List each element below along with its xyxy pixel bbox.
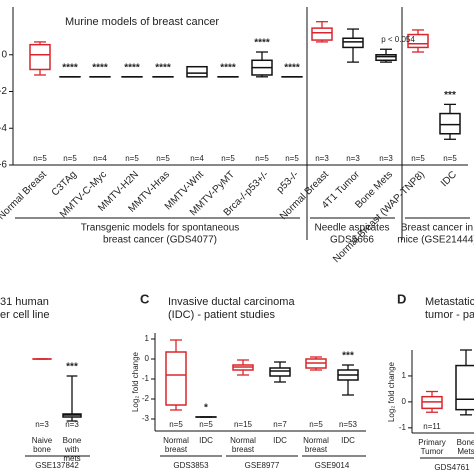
- x-tick-label: Bone with mets: [63, 436, 82, 463]
- x-tick-label: IDC: [199, 436, 213, 445]
- n-label: n=5: [125, 154, 139, 163]
- n-label: n=5: [199, 420, 213, 429]
- box: [165, 351, 187, 406]
- x-tick-label: Normal breast: [163, 436, 189, 454]
- n-label: n=5: [221, 154, 235, 163]
- group-label: Needle aspirates: [314, 223, 389, 234]
- y-tick-label: 0: [145, 354, 150, 363]
- chart-title: Murine models of breast cancer: [65, 16, 219, 28]
- group-label: GSE9014: [315, 461, 350, 470]
- y-tick-label: -6: [0, 160, 7, 171]
- x-tick-label: Normal breast: [303, 436, 329, 454]
- chart-title: 31 human: [0, 296, 49, 308]
- significance: ****: [155, 62, 171, 73]
- n-label: n=7: [273, 420, 287, 429]
- y-tick-label: -4: [0, 123, 7, 134]
- group-label: GSE137842: [35, 461, 79, 470]
- n-label: n=15: [234, 420, 253, 429]
- y-tick-label: 0: [402, 397, 407, 406]
- box: [375, 54, 397, 62]
- y-axis-label: Log₂ fold change: [387, 361, 396, 422]
- significance: ****: [124, 62, 140, 73]
- chart-title: Invasive ductal carcinoma: [168, 296, 295, 308]
- n-label: n=11: [423, 422, 441, 431]
- y-tick-label: -1: [142, 374, 150, 383]
- y-tick-label: -1: [399, 423, 407, 432]
- y-tick-label: 1: [145, 334, 150, 343]
- group-label: breast cancer (GDS4077): [103, 235, 217, 246]
- chart-title: er cell line: [0, 309, 50, 321]
- y-tick-label: 0: [1, 49, 7, 60]
- n-label: n=3: [65, 420, 79, 429]
- n-label: n=5: [63, 154, 77, 163]
- significance: ****: [254, 38, 270, 49]
- x-tick-label: Primary Tumor: [418, 438, 446, 456]
- n-label: n=5: [156, 154, 170, 163]
- box: [342, 37, 364, 49]
- chart-title: tumor - patient: [425, 309, 474, 321]
- significance: ***: [444, 90, 456, 101]
- box: [29, 43, 51, 71]
- n-label: n=5: [411, 154, 425, 163]
- panel-letter: D: [397, 291, 406, 306]
- x-tick-label: p53-/-: [275, 169, 301, 195]
- n-label: n=3: [346, 154, 360, 163]
- box: [311, 27, 333, 41]
- y-tick-label: -3: [142, 414, 150, 423]
- significance: ****: [284, 62, 300, 73]
- group-label: mice (GSE21444): [397, 235, 474, 246]
- group-label: GSE8977: [245, 461, 280, 470]
- n-label: n=5: [285, 154, 299, 163]
- n-label: n=5: [169, 420, 183, 429]
- x-tick-label: Bone Mets: [457, 438, 474, 456]
- n-label: n=5: [309, 420, 323, 429]
- n-label: n=5: [33, 154, 47, 163]
- box: [439, 112, 461, 135]
- n-label: n=5: [255, 154, 269, 163]
- n-label: n=3: [315, 154, 329, 163]
- y-tick-label: -2: [0, 86, 7, 97]
- n-label: n=4: [93, 154, 107, 163]
- y-axis-label: Log₂ fold change: [131, 351, 140, 412]
- group-label: Transgenic models for spontaneous: [81, 223, 240, 234]
- x-tick-label: Naive bone: [32, 436, 53, 454]
- box: [269, 367, 291, 377]
- significance: ***: [342, 351, 354, 362]
- significance: ****: [62, 62, 78, 73]
- n-label: n=53: [339, 420, 358, 429]
- n-label: n=4: [190, 154, 204, 163]
- p-value: p < 0.054: [381, 35, 415, 44]
- n-label: n=3: [35, 420, 49, 429]
- group-label: Breast cancer in: [401, 223, 473, 234]
- chart-title: Metastatic vs m: [425, 296, 474, 308]
- y-tick-label: -2: [142, 394, 150, 403]
- group-label: GDS5666: [330, 235, 374, 246]
- significance: ***: [66, 362, 78, 373]
- x-tick-label: Normal breast: [230, 436, 256, 454]
- x-tick-label: IDC: [273, 436, 287, 445]
- box: [186, 65, 208, 78]
- x-tick-label: IDC: [439, 169, 459, 189]
- n-label: n=5: [443, 154, 457, 163]
- x-tick-label: Normal Breast: [0, 169, 49, 222]
- significance: ****: [92, 62, 108, 73]
- y-tick-label: 1: [402, 371, 407, 380]
- x-tick-label: IDC: [341, 436, 355, 445]
- n-label: n=3: [379, 154, 393, 163]
- chart-title: (IDC) - patient studies: [168, 309, 275, 321]
- x-tick-label: C3TAg: [50, 169, 79, 198]
- group-label: GDS4761: [434, 463, 470, 472]
- significance: ****: [220, 62, 236, 73]
- box: [455, 364, 474, 411]
- significance: *: [204, 403, 208, 414]
- panel-letter: C: [140, 291, 150, 306]
- group-label: GDS3853: [173, 461, 209, 470]
